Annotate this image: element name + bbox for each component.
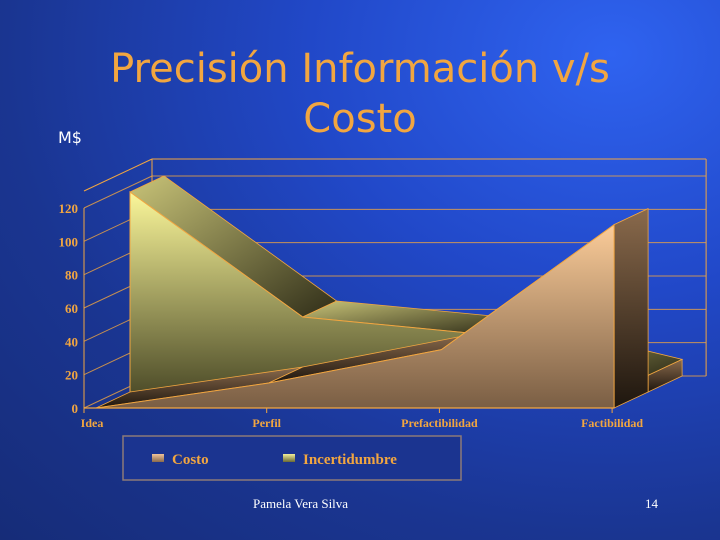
legend-swatch-costo [152,454,164,462]
y-tick-label: 120 [59,201,79,216]
x-tick-label: Prefactibilidad [401,416,478,430]
x-tick-label: Perfil [252,416,281,430]
footer-author: Pamela Vera Silva [253,496,349,511]
y-tick-label: 100 [59,234,79,249]
legend: Costo Incertidumbre [122,435,462,481]
x-tick-label: Factibilidad [581,416,643,430]
depth-tick-line [83,175,153,209]
y-tick-label: 80 [65,268,78,283]
y-tick-label: 0 [72,401,79,416]
depth-tick-line [83,158,153,192]
y-tick-label: 20 [65,368,78,383]
legend-swatch-incertidumbre [283,454,295,462]
page-number: 14 [645,496,658,511]
legend-label-incertidumbre: Incertidumbre [303,452,397,468]
legend-label-costo: Costo [172,452,209,468]
y-tick-label: 60 [65,301,78,316]
x-tick-label: Idea [81,416,104,430]
y-tick-label: 40 [65,334,78,349]
unit-label: M$ [58,128,82,147]
costo-side-face [613,208,649,409]
slide-title: Precisión Información v/s Costo [110,46,610,142]
